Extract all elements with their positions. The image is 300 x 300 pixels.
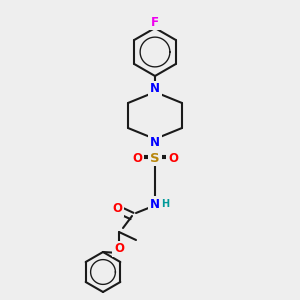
Text: O: O <box>132 152 142 164</box>
Text: H: H <box>161 199 169 209</box>
Text: N: N <box>150 82 160 95</box>
Text: S: S <box>150 152 160 164</box>
Text: N: N <box>150 136 160 148</box>
Text: O: O <box>112 202 122 215</box>
Text: N: N <box>150 197 160 211</box>
Text: O: O <box>114 242 124 256</box>
Text: O: O <box>168 152 178 164</box>
Text: F: F <box>151 16 159 28</box>
